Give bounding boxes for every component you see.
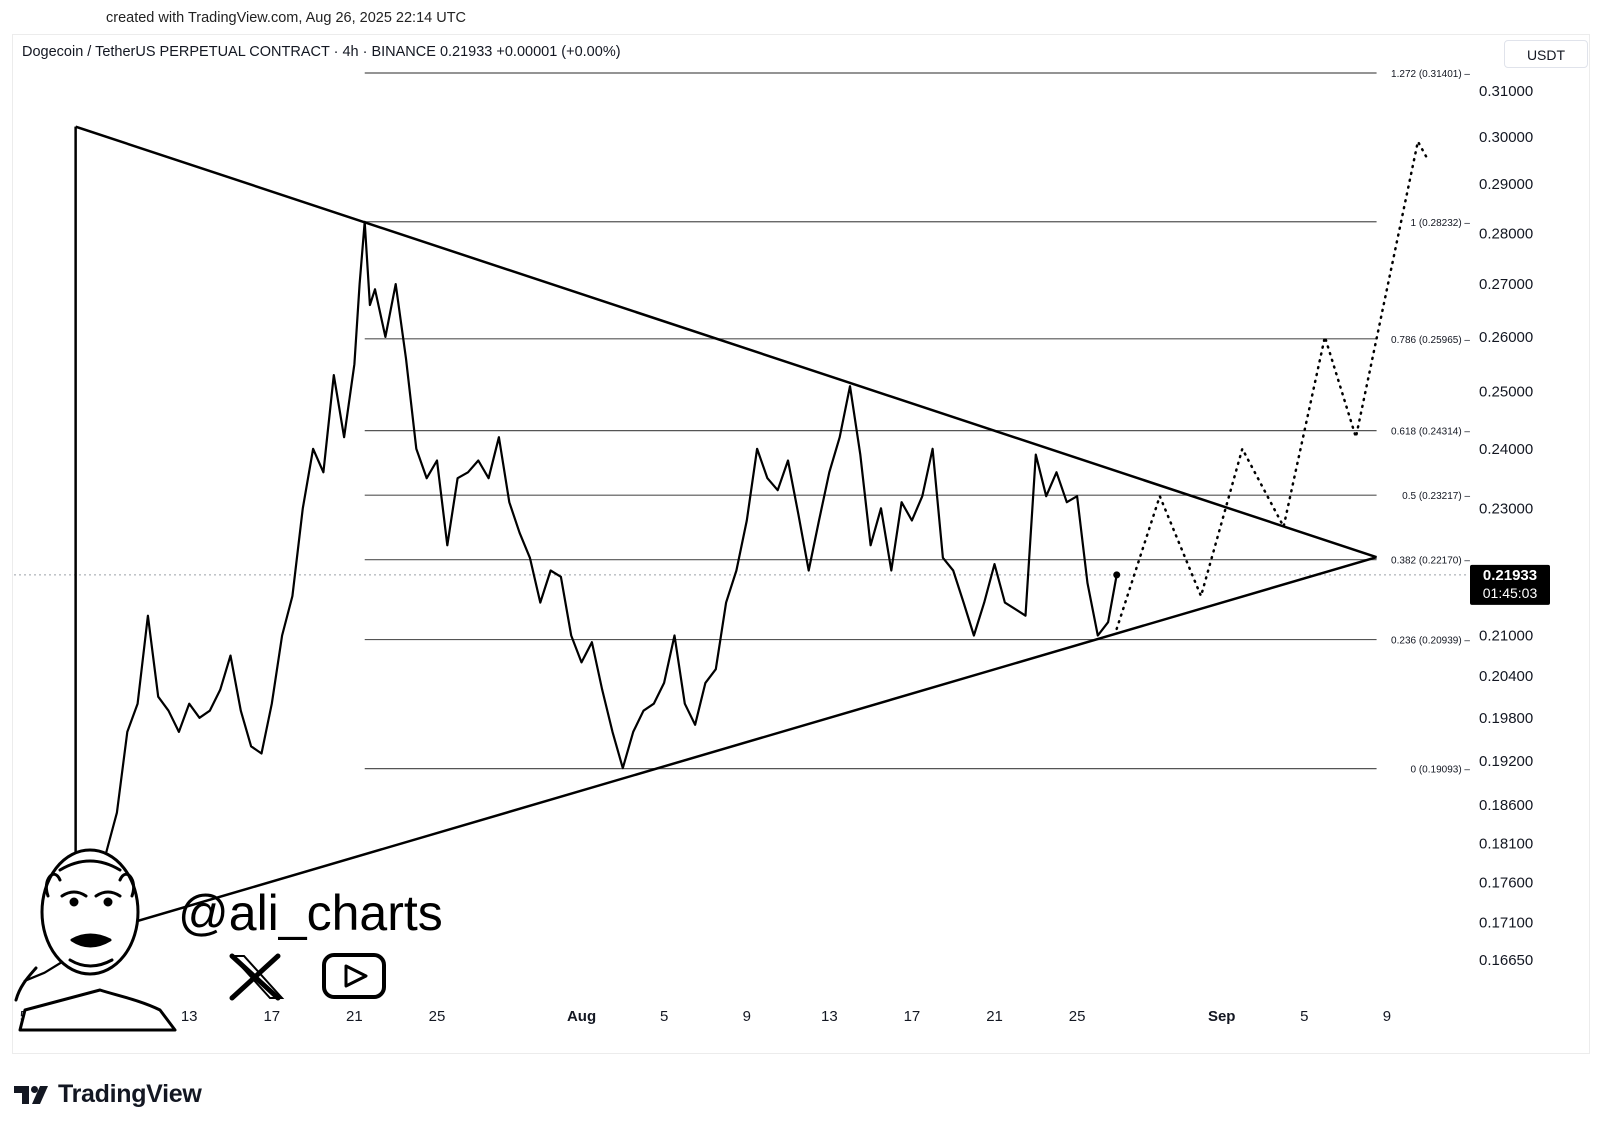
time-axis-tick: 25 xyxy=(429,1008,446,1025)
price-tag-value: 0.21933 xyxy=(1483,567,1537,584)
fib-level-label: 0.5 (0.23217) – xyxy=(1402,491,1470,502)
triangle-pattern xyxy=(74,125,1377,960)
price-tag: 0.21933 01:45:03 xyxy=(1470,564,1550,605)
time-axis-tick: 21 xyxy=(986,1008,1003,1025)
avatar-illustration xyxy=(14,848,177,1032)
price-series-line xyxy=(23,220,1118,983)
fib-level-label: 0.382 (0.22170) – xyxy=(1391,556,1470,567)
price-axis-tick: 0.24000 xyxy=(1479,441,1533,458)
price-axis-tick: 0.28000 xyxy=(1479,225,1533,242)
time-axis-tick: 13 xyxy=(821,1008,838,1025)
tradingview-wordmark: TradingView xyxy=(58,1080,202,1108)
price-axis-tick: 0.16650 xyxy=(1479,952,1533,969)
chart-frame xyxy=(12,34,1590,1054)
price-axis-tick: 0.31000 xyxy=(1479,83,1533,100)
price-axis-tick: 0.18100 xyxy=(1479,835,1533,852)
author-handle: @ali_charts xyxy=(178,885,443,941)
symbol-header[interactable]: Dogecoin / TetherUS PERPETUAL CONTRACT ·… xyxy=(22,44,621,60)
time-axis-tick: 9 xyxy=(1383,1008,1391,1025)
time-axis-tick: 9 xyxy=(743,1008,751,1025)
time-axis: 5913172125Aug5913172125Sep59 xyxy=(20,1008,1391,1025)
time-axis-tick: 5 xyxy=(660,1008,668,1025)
fib-level-label: 0.236 (0.20939) – xyxy=(1391,636,1470,647)
youtube-play-icon xyxy=(322,953,386,999)
price-axis-tick: 0.23000 xyxy=(1479,500,1533,517)
price-axis-tick: 0.19200 xyxy=(1479,753,1533,770)
price-axis-tick: 0.30000 xyxy=(1479,129,1533,146)
fib-level-label: 1 (0.28232) – xyxy=(1411,218,1471,229)
chart-credit: created with TradingView.com, Aug 26, 20… xyxy=(106,10,467,26)
projected-path xyxy=(1115,137,1430,631)
time-axis-tick: 17 xyxy=(904,1008,921,1025)
time-axis-tick: 25 xyxy=(1069,1008,1086,1025)
fib-level-label: 0.618 (0.24314) – xyxy=(1391,427,1470,438)
fib-level-label: 1.272 (0.31401) – xyxy=(1391,69,1470,80)
time-axis-tick: 17 xyxy=(263,1008,280,1025)
price-axis-tick: 0.17600 xyxy=(1479,874,1533,891)
author-watermark: @ali_charts xyxy=(14,848,443,1032)
price-axis-tick: 0.17100 xyxy=(1479,915,1533,932)
price-axis-tick: 0.27000 xyxy=(1479,276,1533,293)
price-axis-tick: 0.26000 xyxy=(1479,329,1533,346)
tradingview-mark-icon xyxy=(14,1085,48,1104)
x-logo-icon xyxy=(229,953,285,1001)
price-axis-tick: 0.29000 xyxy=(1479,176,1533,193)
time-axis-tick: 21 xyxy=(346,1008,363,1025)
time-axis-tick: 13 xyxy=(181,1008,198,1025)
price-axis-tick: 0.20400 xyxy=(1479,668,1533,685)
price-axis-tick: 0.25000 xyxy=(1479,384,1533,401)
time-axis-tick: Sep xyxy=(1208,1008,1236,1025)
trendline-descending xyxy=(75,125,1377,559)
fibonacci-retracement: 1.272 (0.31401) – 1 (0.28232) – 0.786 (0.2… xyxy=(364,68,1472,777)
currency-selector[interactable]: USDT xyxy=(1504,40,1588,68)
price-axis-tick: 0.19800 xyxy=(1479,710,1533,727)
time-axis-tick: Aug xyxy=(567,1008,596,1025)
trendline-ascending xyxy=(75,555,1377,941)
price-axis: 0.31000 0.30000 0.29000 0.28000 0.27000 0.260… xyxy=(1479,83,1533,969)
fib-level-label: 0 (0.19093) – xyxy=(1411,765,1471,776)
price-axis-tick: 0.21000 xyxy=(1479,627,1533,644)
price-tag-countdown: 01:45:03 xyxy=(1483,585,1538,601)
tradingview-logo[interactable]: TradingView xyxy=(14,1080,202,1109)
price-axis-tick: 0.18600 xyxy=(1479,797,1533,814)
time-axis-tick: 5 xyxy=(1300,1008,1308,1025)
last-price-dot xyxy=(1113,571,1121,579)
fib-level-label: 0.786 (0.25965) – xyxy=(1391,335,1470,346)
